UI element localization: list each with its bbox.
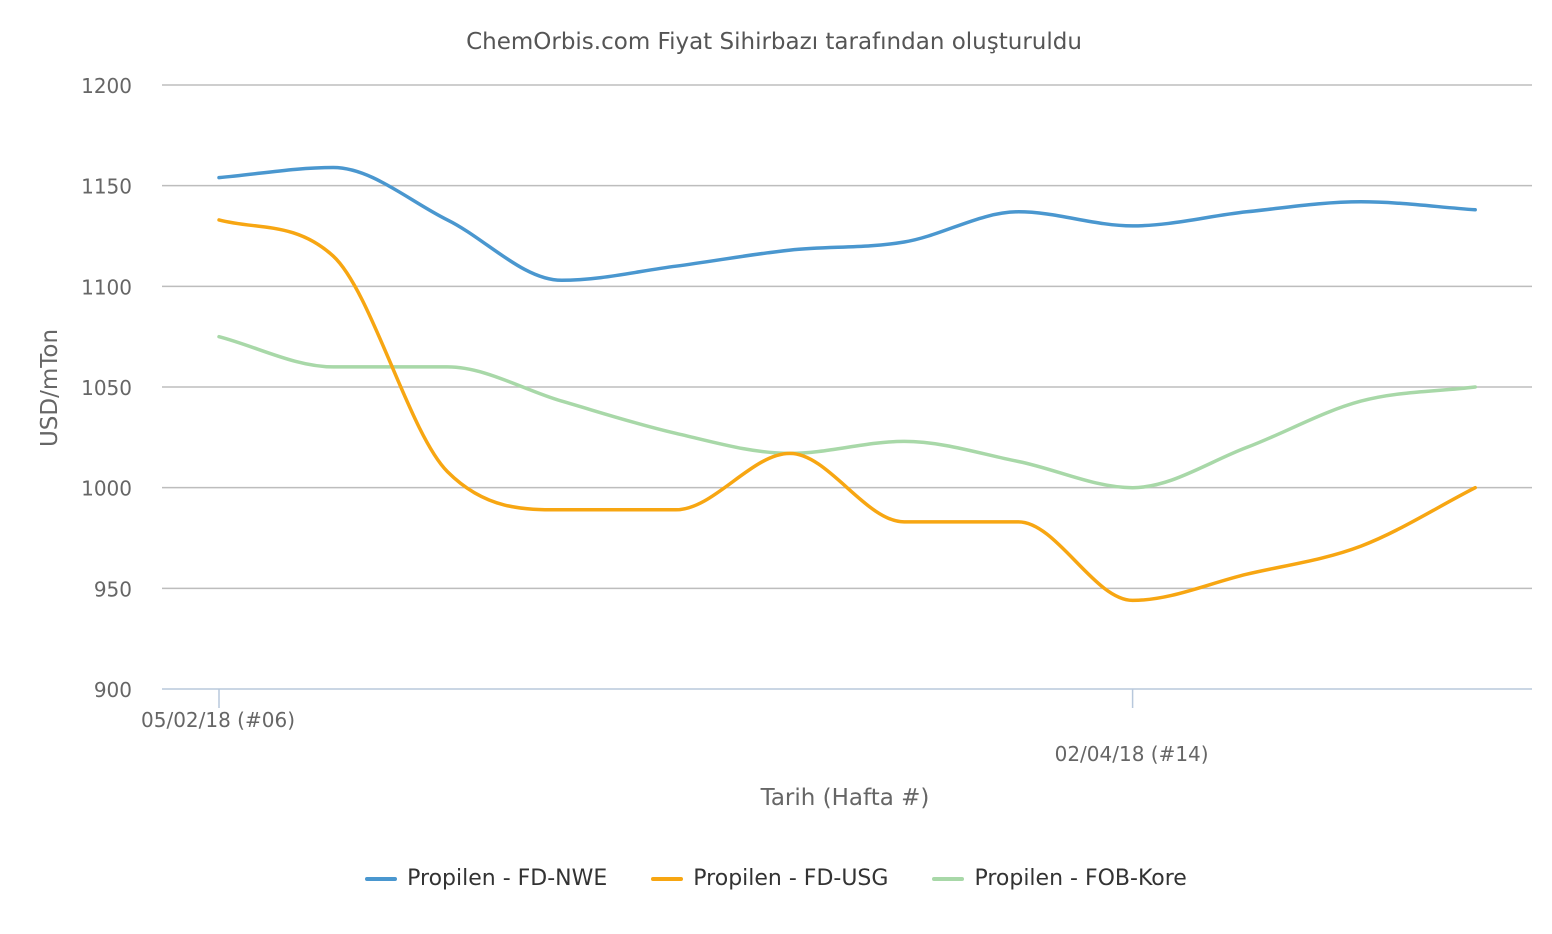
legend-swatch <box>932 876 965 881</box>
legend-item[interactable]: Propilen - FD-USG <box>651 866 888 891</box>
series-line <box>217 165 1477 283</box>
legend-swatch <box>365 876 398 881</box>
chart-title: ChemOrbis.com Fiyat Sihirbazı tarafından… <box>466 29 1082 55</box>
x-axis-title: Tarih (Hafta #) <box>760 785 930 811</box>
x-tick-label: 05/02/18 (#06) <box>141 708 295 732</box>
legend-label: Propilen - FOB-Kore <box>974 866 1187 891</box>
y-tick-label: 900 <box>94 678 132 702</box>
legend-swatch <box>651 876 684 881</box>
y-axis-title: USD/mTon <box>37 329 63 447</box>
series-line <box>217 218 1477 603</box>
y-tick-label: 1000 <box>81 477 132 501</box>
y-axis-ticks: 900 950 1000 1050 1100 1150 1200 <box>81 74 132 702</box>
x-axis-ticks: 05/02/18 (#06) 02/04/18 (#14) <box>141 689 1209 766</box>
y-tick-label: 950 <box>94 577 132 601</box>
legend: Propilen - FD-NWE Propilen - FD-USG Propil… <box>0 866 1552 891</box>
y-tick-label: 1100 <box>81 275 132 299</box>
series-lines <box>217 165 1477 603</box>
legend-item[interactable]: Propilen - FOB-Kore <box>932 866 1187 891</box>
y-tick-label: 1150 <box>81 175 132 199</box>
legend-item[interactable]: Propilen - FD-NWE <box>365 866 607 891</box>
series-line <box>217 334 1477 490</box>
y-tick-label: 1200 <box>81 74 132 98</box>
x-tick-label: 02/04/18 (#14) <box>1055 742 1209 766</box>
y-tick-label: 1050 <box>81 376 132 400</box>
legend-label: Propilen - FD-NWE <box>407 866 608 891</box>
legend-label: Propilen - FD-USG <box>693 866 889 891</box>
